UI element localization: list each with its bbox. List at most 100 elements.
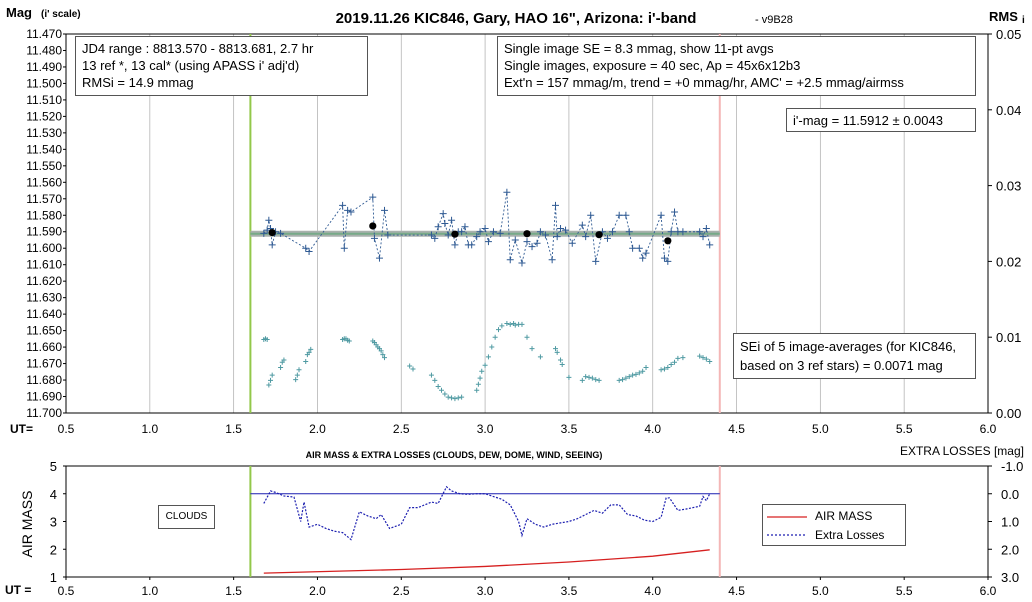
data-point [427, 231, 435, 239]
data-point [557, 224, 565, 232]
sei-point [559, 361, 565, 367]
sei-point [524, 334, 530, 340]
info-box-left: JD4 range : 8813.570 - 8813.681, 2.7 hr … [75, 36, 368, 96]
sei-point [346, 338, 352, 344]
data-point [587, 211, 595, 219]
x-tick-label: 5.0 [812, 584, 829, 598]
y2-tick-label: 0.04 [996, 103, 1021, 118]
data-point [615, 211, 623, 219]
sei-point [499, 323, 505, 329]
sei-point [294, 372, 300, 378]
data-point [263, 226, 271, 234]
sei-point [519, 321, 525, 327]
data-point [629, 244, 637, 252]
data-point [511, 236, 519, 244]
y-tick-label: 11.580 [26, 208, 62, 222]
data-point [340, 244, 348, 252]
data-point [369, 193, 377, 201]
data-point [562, 226, 570, 234]
data-point [702, 224, 710, 232]
y-tick-label: 11.620 [26, 274, 62, 288]
y-tick-label: 11.590 [26, 225, 62, 239]
data-point [339, 201, 347, 209]
sei-point [482, 362, 488, 368]
sei-point [264, 336, 270, 342]
data-point [667, 228, 675, 236]
data-point [347, 208, 355, 216]
y-axis-label: Mag [6, 5, 32, 20]
data-point [441, 220, 449, 227]
sei-point [633, 371, 639, 377]
y-tick-label: 11.520 [26, 109, 62, 123]
sei-point [455, 395, 461, 401]
info-line: RMSi = 14.9 mmag [82, 75, 194, 90]
x-tick-label: 6.0 [980, 584, 997, 598]
data-point [551, 201, 559, 209]
x-tick-label: 2.5 [393, 584, 410, 598]
y-tick-label: 1 [50, 570, 57, 585]
data-point [660, 254, 668, 262]
sei-point [626, 374, 632, 380]
sei-point [589, 375, 595, 381]
imag-result-box: i'-mag = 11.5912 ± 0.0043 [786, 108, 976, 132]
x-tick-label: 1.0 [141, 584, 158, 598]
data-point [451, 241, 459, 249]
sei-point [474, 387, 480, 393]
sei-point [707, 358, 713, 364]
data-point [625, 228, 633, 236]
sei-point [529, 346, 535, 352]
y-tick-label: 11.660 [26, 340, 62, 354]
sei-box: SEi of 5 image-averages (for KIC846, bas… [733, 333, 976, 379]
sei-point [616, 377, 622, 383]
sei-point [432, 377, 438, 383]
x-tick-label: 2.0 [309, 584, 326, 598]
x-tick-label: 1.5 [225, 584, 242, 598]
y-tick-label: 3 [50, 515, 57, 530]
x-axis-label-lower: UT = [5, 583, 31, 597]
y2-axis-sublabel: i [1022, 15, 1025, 26]
data-point [657, 211, 665, 219]
data-point [541, 231, 549, 239]
y-tick-label: 5 [50, 459, 57, 474]
sei-point [566, 374, 572, 380]
y-tick-label: 11.640 [26, 307, 62, 321]
x-tick-label: 4.5 [728, 584, 745, 598]
sei-point [552, 346, 558, 352]
y-axis-sublabel: (i' scale) [41, 9, 81, 20]
extra-losses-line [263, 485, 711, 541]
airmass-line [263, 549, 710, 574]
sei-point [665, 365, 671, 371]
chart-version: - v9B28 [755, 14, 793, 26]
data-point [375, 254, 383, 262]
data-point [635, 244, 643, 252]
y-tick-label: 11.470 [26, 27, 62, 41]
average-point [595, 231, 603, 239]
y-tick-label: 11.690 [26, 390, 62, 404]
sei-point [281, 357, 287, 363]
legend-label-airmass: AIR MASS [815, 509, 873, 523]
y-tick-label: 4 [50, 487, 57, 502]
data-point [476, 228, 484, 236]
info-line: Ext'n = 157 mmag/m, trend = +0 mmag/hr, … [504, 75, 904, 90]
sei-point [583, 374, 589, 380]
sei-point [485, 354, 491, 360]
info-box-right: Single image SE = 8.3 mmag, show 11-pt a… [497, 36, 976, 96]
sei-point [308, 346, 314, 352]
average-point [369, 222, 377, 230]
sei-point [269, 372, 275, 378]
upper-plot: 0.5 1.0 1.5 2.0 2.5 3.0 3.5 4.0 4.5 5.0 5.5 6.0 11.4… [26, 27, 1021, 436]
sei-point [489, 344, 495, 350]
clouds-box: CLOUDS [158, 505, 215, 529]
sei-point [680, 355, 686, 361]
sei-point [596, 377, 602, 383]
y2-tick-label: 0.05 [996, 27, 1021, 42]
sei-line: SEi of 5 image-averages (for KIC846, [740, 339, 957, 354]
data-point [444, 231, 452, 239]
data-point [448, 216, 456, 224]
sei-point [700, 355, 706, 361]
sei-point [410, 366, 416, 372]
sei-point [496, 327, 502, 333]
y-tick-label: 11.680 [26, 373, 62, 387]
sei-point [586, 374, 592, 380]
